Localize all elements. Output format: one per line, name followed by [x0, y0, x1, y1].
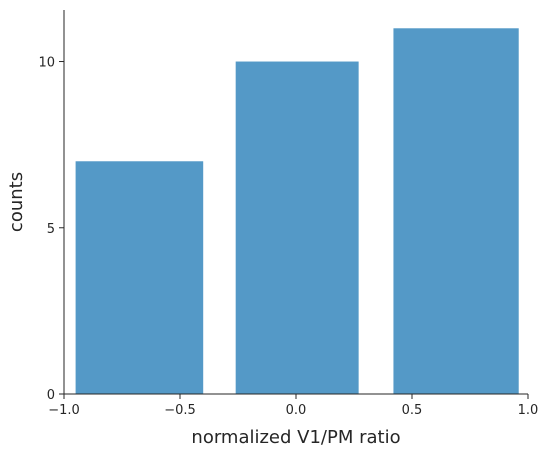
- y-tick-label: 10: [38, 56, 55, 71]
- x-tick-label: 1.0: [518, 403, 539, 418]
- bars-layer: [75, 28, 519, 395]
- x-axis-title: normalized V1/PM ratio: [191, 427, 400, 448]
- y-ticks: 0 5 10: [38, 56, 64, 403]
- x-tick-label: 0.0: [286, 403, 307, 418]
- y-tick-label: 5: [47, 222, 55, 237]
- x-ticks: −1.0 −0.5 0.0 0.5 1.0: [48, 394, 538, 418]
- bar-3: [393, 28, 519, 395]
- bar-2: [235, 61, 359, 394]
- x-tick-label: 0.5: [402, 403, 423, 418]
- x-tick-label: −0.5: [164, 403, 196, 418]
- bar-1: [75, 161, 204, 394]
- y-tick-label: 0: [47, 388, 55, 403]
- x-tick-label: −1.0: [48, 403, 80, 418]
- y-axis-title: counts: [6, 172, 27, 232]
